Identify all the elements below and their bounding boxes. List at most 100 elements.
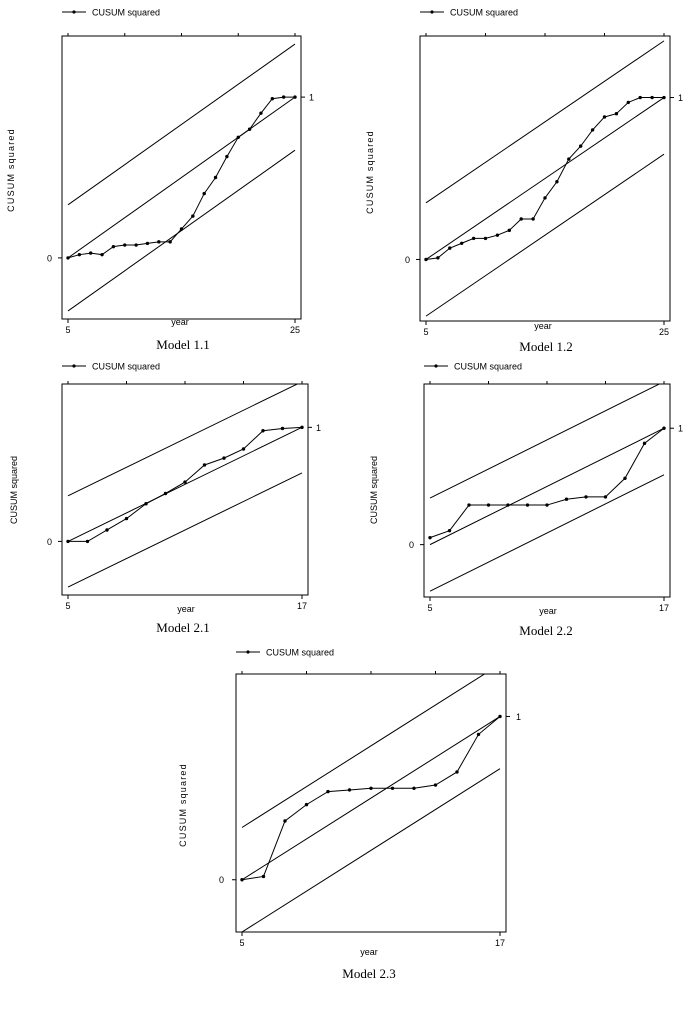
plot-frame [235,673,507,933]
cusum-point [486,503,491,507]
upper-bound-line [67,384,299,497]
x-tick-label: 17 [659,603,669,613]
y-tick-label: 1 [678,93,683,103]
cusum-point [281,95,286,99]
cusum-point [157,240,161,244]
y-tick-label: 1 [516,712,521,722]
cusum-point [111,244,116,249]
cusum-point [507,228,511,233]
cusum-point [261,874,266,879]
legend-marker [72,364,76,368]
x-tick-label: 5 [427,603,432,613]
cusum-point [270,97,274,101]
cusum-point [455,770,459,774]
cusum-point [428,535,432,540]
y-axis-label: CUSUM squared [6,128,16,212]
x-tick-label: 5 [65,601,70,611]
x-axis-label: year [360,947,378,957]
x-axis-label: year [171,317,189,327]
legend-label: CUSUM squared [92,362,160,372]
reference-line [241,716,501,881]
cusum-point [183,480,187,484]
cusum-point [650,95,654,100]
cusum-point [626,100,630,105]
cusum-point [145,241,150,246]
upper-bound-line [241,674,486,828]
cusum-point [191,214,195,218]
lower-bound-line [67,472,303,588]
cusum-point [543,196,547,200]
cusum-point [390,786,395,791]
cusum-point [412,786,416,791]
cusum-point [564,497,569,501]
lower-bound-line [67,149,296,312]
cusum-point [77,252,82,257]
chart-caption: Model 1.2 [519,339,572,354]
plot-frame [61,383,309,596]
cusum-point [579,144,583,148]
lower-bound-line [425,153,665,317]
x-tick-label: 5 [239,938,244,948]
y-tick-label: 0 [47,537,52,547]
chart-panel-2: CUSUM squared 5 25 0 1 year CUSUM squared Model… [365,8,683,355]
cusum-point [241,447,246,451]
legend-marker [434,364,438,368]
cusum-point [584,495,588,499]
y-tick-label: 1 [316,423,321,433]
chart-caption: Model 2.3 [342,966,395,981]
y-axis-label: CUSUM squared [178,763,188,847]
reference-line [429,427,665,546]
upper-bound-line [67,43,296,206]
upper-bound-line [429,384,661,499]
y-tick-label: 0 [47,253,52,263]
cusum-point [222,456,226,460]
chart-caption: Model 2.2 [519,623,572,638]
cusum-point [280,426,285,431]
cusum-point [448,246,452,250]
cusum-point [105,528,109,532]
reference-line [67,426,303,542]
cusum-point [261,429,265,433]
lower-bound-line [429,474,665,592]
cusum-point [525,503,530,507]
cusum-point [202,191,206,196]
x-axis-label: year [177,604,195,614]
cusum-point [89,251,93,255]
cusum-point [642,441,647,446]
y-tick-label: 0 [219,875,224,885]
cusum-point [447,528,452,533]
legend-label: CUSUM squared [450,8,518,18]
legend-label: CUSUM squared [92,8,160,18]
cusum-point [304,802,309,807]
y-axis-label: CUSUM squared [9,456,19,524]
cusum-point [259,111,263,115]
cusum-point [66,539,70,544]
cusum-point [519,217,523,221]
cusum-point [433,783,438,787]
cusum-point [471,236,476,241]
x-tick-label: 17 [495,938,505,948]
legend-marker [246,650,250,654]
chart-panel-5: CUSUM squared 5 17 0 1 year CUSUM squared Model… [178,648,521,982]
cusum-point [590,128,595,132]
x-tick-label: 25 [659,327,669,337]
legend-label: CUSUM squared [454,362,522,372]
chart-caption: Model 2.1 [156,620,209,635]
cusum-point [213,175,218,180]
cusum-point [555,180,559,184]
x-tick-label: 25 [290,325,300,335]
chart-caption: Model 1.1 [156,337,209,352]
cusum-point [124,516,129,521]
cusum-point [614,112,619,116]
chart-panel-1: CUSUM squared 5 25 0 1 year CUSUM squared Model… [6,8,314,353]
x-axis-label: year [539,606,557,616]
y-tick-label: 1 [678,424,683,434]
cusum-point [467,503,471,507]
y-axis-label: CUSUM squared [369,456,379,524]
cusum-point [567,157,571,161]
chart-panel-3: CUSUM squared 5 17 0 1 year CUSUM squared Model… [9,362,321,636]
cusum-point [602,115,607,119]
chart-panel-4: CUSUM squared 5 17 0 1 year CUSUM squared Model… [369,362,683,639]
reference-line [425,97,665,260]
cusum-point [662,426,666,430]
